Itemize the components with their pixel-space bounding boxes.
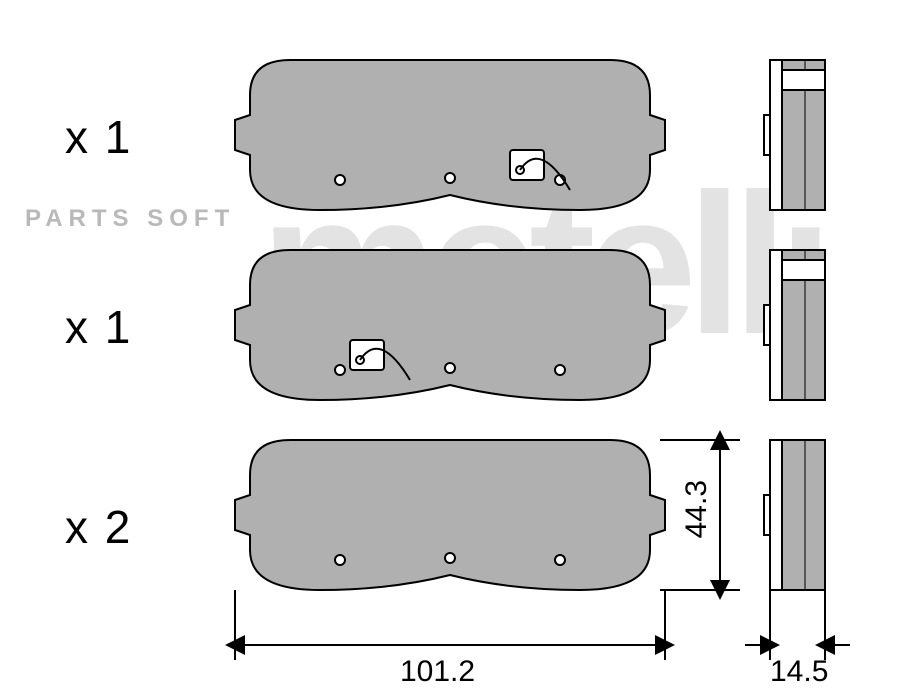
qty-row1: x 1 (65, 110, 132, 164)
pad-side-1 (764, 60, 825, 210)
dim-thickness: 14.5 (770, 655, 828, 689)
diagram-stage: { "watermark_text": "PARTS SOFT", "brand… (0, 0, 900, 700)
qty-row3: x 2 (65, 500, 132, 554)
pad-face-2 (235, 250, 665, 400)
pad-side-2 (764, 250, 825, 400)
drawing-svg (0, 0, 900, 700)
dim-width: 101.2 (400, 655, 475, 689)
pad-face-1 (235, 60, 665, 210)
pad-side-3 (764, 440, 825, 590)
pad-face-3 (235, 440, 665, 590)
dim-height: 44.3 (680, 480, 714, 538)
watermark-text: PARTS SOFT (25, 205, 235, 233)
qty-row2: x 1 (65, 300, 132, 354)
